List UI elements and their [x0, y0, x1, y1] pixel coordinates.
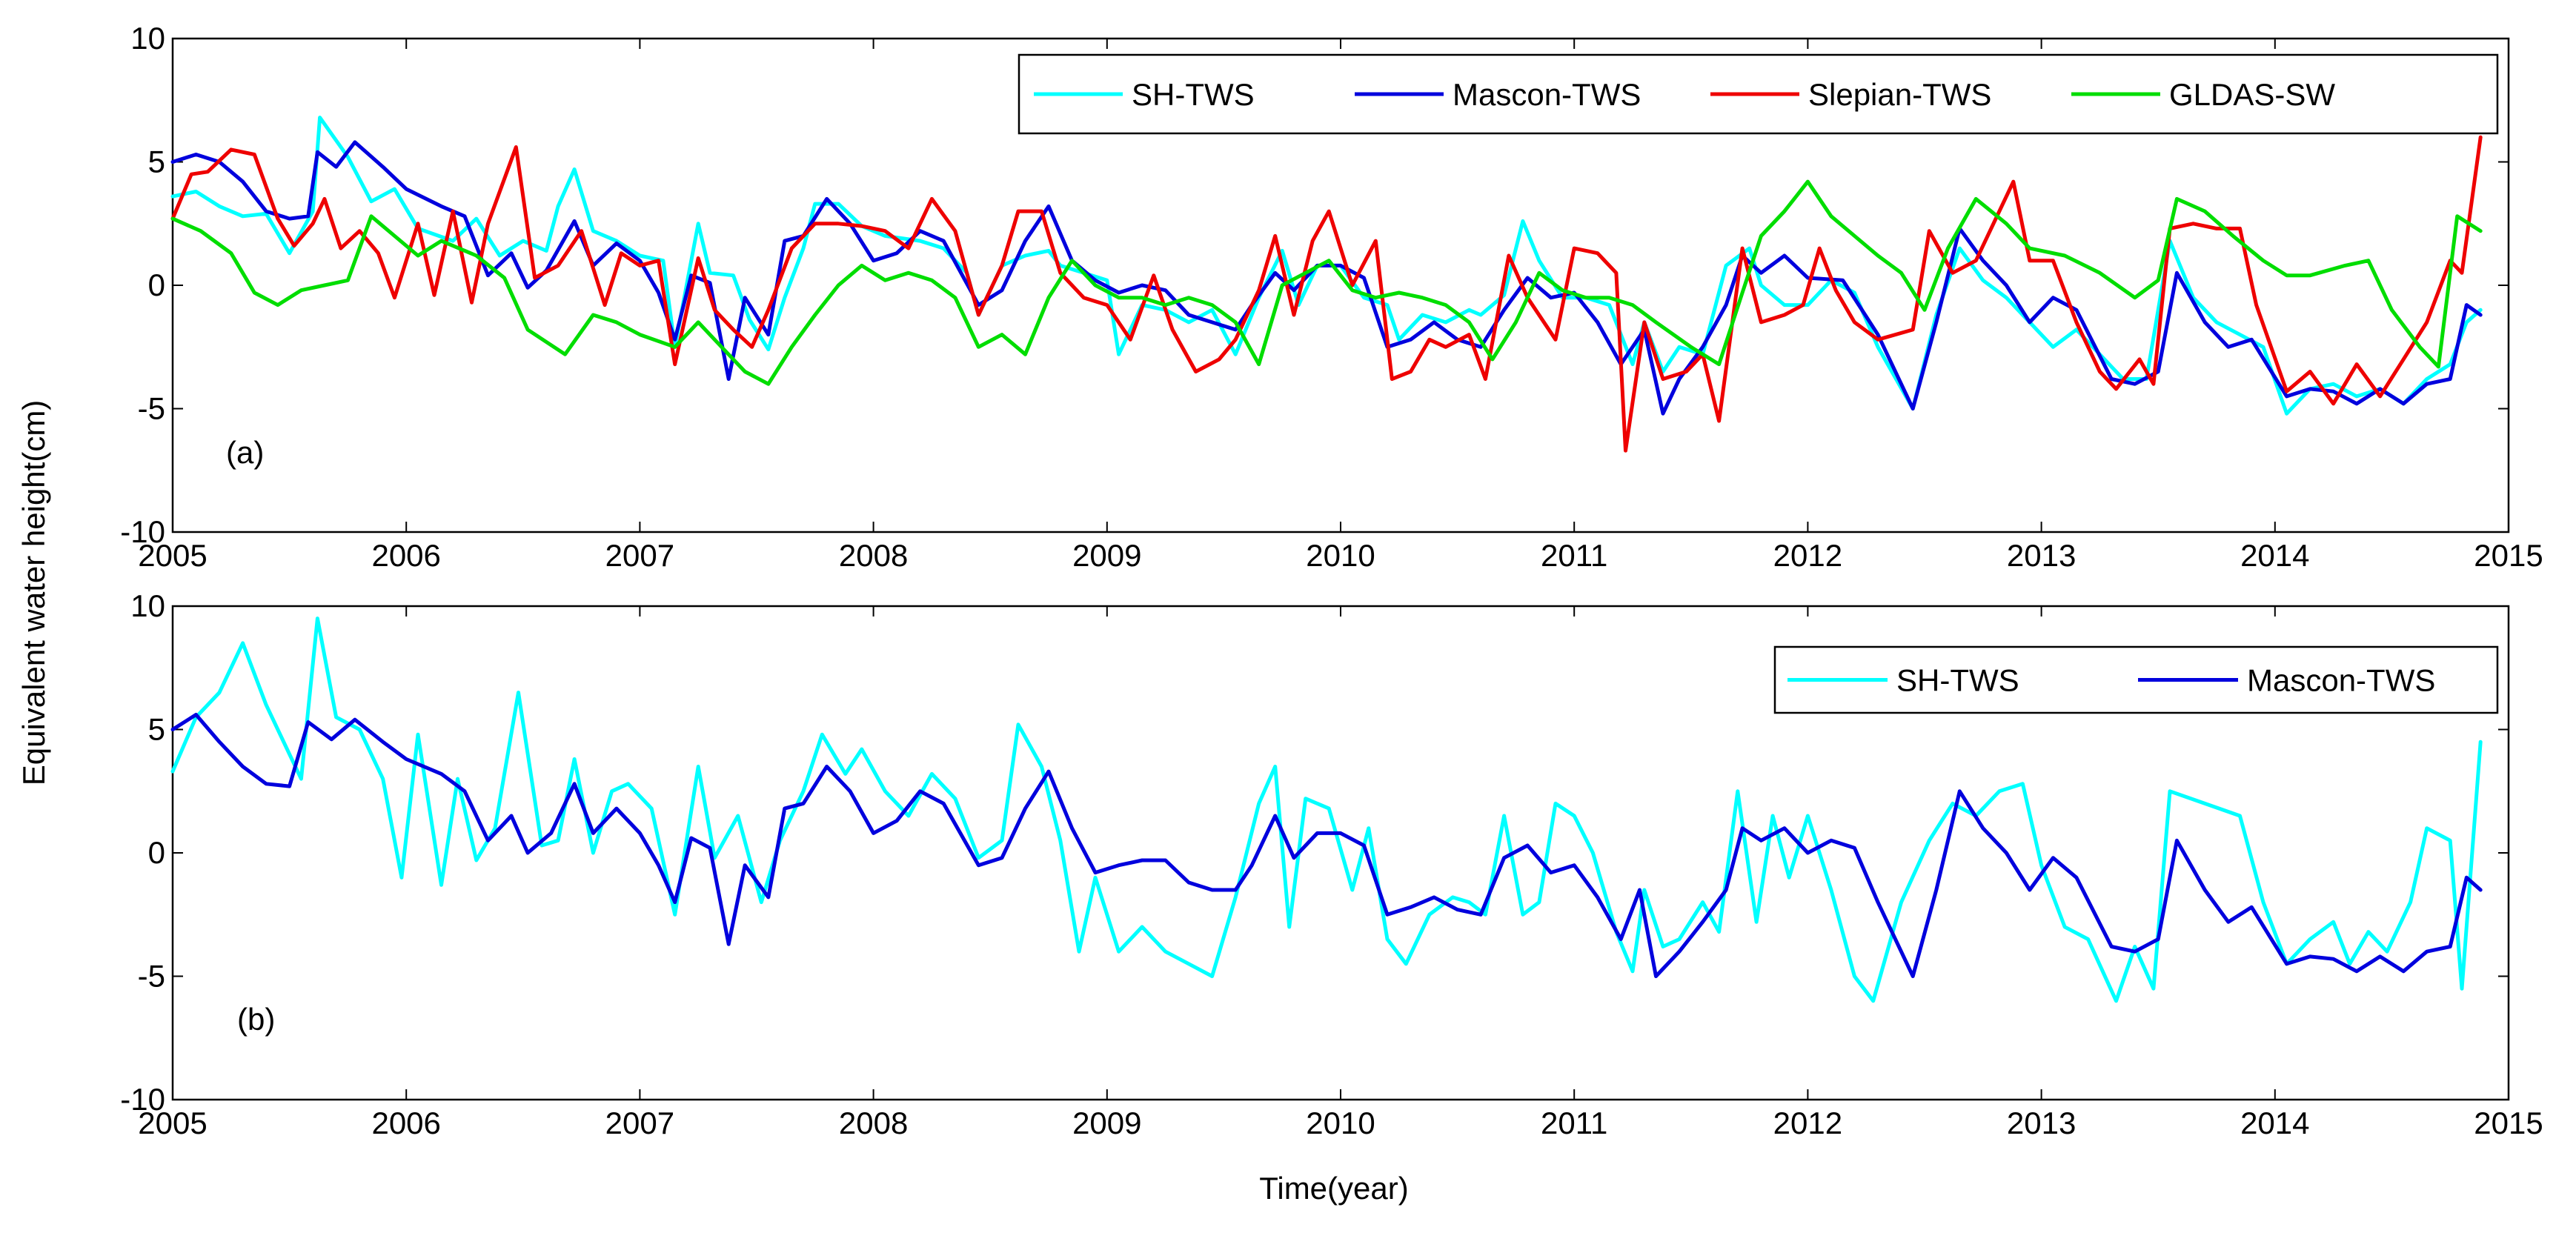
series-line-slepian-tws — [170, 135, 2483, 453]
x-tick-label: 2007 — [605, 1106, 674, 1140]
x-tick-label: 2013 — [2007, 1106, 2076, 1140]
y-tick-label: -10 — [120, 1082, 165, 1117]
legend-label: GLDAS-SW — [2169, 77, 2335, 112]
legend-label: SH-TWS — [1132, 77, 1255, 112]
y-tick-label: 0 — [148, 835, 165, 870]
y-axis-label: Equivalent water height(cm) — [16, 400, 51, 786]
series-line-mascon-tws — [170, 713, 2483, 978]
series-line-sh-tws — [170, 616, 2483, 1003]
x-tick-label: 2011 — [1541, 538, 1607, 573]
x-tick-label: 2006 — [371, 538, 440, 573]
y-tick-label: 10 — [130, 588, 165, 623]
legend-label: Mascon-TWS — [2247, 663, 2435, 698]
y-tick-label: 10 — [130, 21, 165, 56]
y-tick-label: -10 — [120, 514, 165, 549]
x-tick-label: 2014 — [2240, 1106, 2309, 1140]
x-tick-label: 2009 — [1072, 538, 1141, 573]
legend-label: SH-TWS — [1896, 663, 2019, 698]
x-tick-label: 2007 — [605, 538, 674, 573]
x-tick-label: 2009 — [1072, 1106, 1141, 1140]
y-tick-label: 5 — [148, 712, 165, 747]
legend-label: Mascon-TWS — [1453, 77, 1641, 112]
x-tick-label: 2008 — [839, 538, 908, 573]
x-tick-label: 2015 — [2474, 538, 2543, 573]
x-tick-label: 2015 — [2474, 1106, 2543, 1140]
x-axis-label: Time(year) — [1259, 1171, 1408, 1206]
legend: SH-TWS Mascon-TWS Slepian-TWS GLDAS-SW — [1018, 53, 2499, 135]
panel-b: 2005 2006 2007 2008 2009 2010 2011 2012 2013 2014… — [120, 588, 2543, 1140]
x-tick-label: 2012 — [1773, 538, 1842, 573]
y-tick-label: -5 — [138, 959, 165, 994]
y-tick-label: 0 — [148, 267, 165, 302]
panel-a: 2005 2006 2007 2008 2009 2010 2011 2012 2013 2014… — [120, 21, 2543, 573]
y-tick-label: 5 — [148, 144, 165, 179]
panel-label: (a) — [226, 435, 264, 470]
x-tick-label: 2010 — [1306, 538, 1375, 573]
x-tick-label: 2014 — [2240, 538, 2309, 573]
series-line-gldas-sw — [170, 179, 2483, 386]
y-tick-label: -5 — [138, 391, 165, 426]
x-tick-label: 2006 — [371, 1106, 440, 1140]
x-tick-label: 2005 — [138, 538, 207, 573]
panel-label: (b) — [237, 1002, 275, 1037]
legend-box — [1773, 645, 2499, 714]
x-tick-label: 2005 — [138, 1106, 207, 1140]
x-tick-label: 2008 — [839, 1106, 908, 1140]
legend: SH-TWS Mascon-TWS — [1773, 645, 2499, 714]
x-tick-label: 2011 — [1541, 1106, 1607, 1140]
x-tick-label: 2013 — [2007, 538, 2076, 573]
x-tick-label: 2012 — [1773, 1106, 1842, 1140]
x-tick-label: 2010 — [1306, 1106, 1375, 1140]
legend-label: Slepian-TWS — [1808, 77, 1991, 112]
